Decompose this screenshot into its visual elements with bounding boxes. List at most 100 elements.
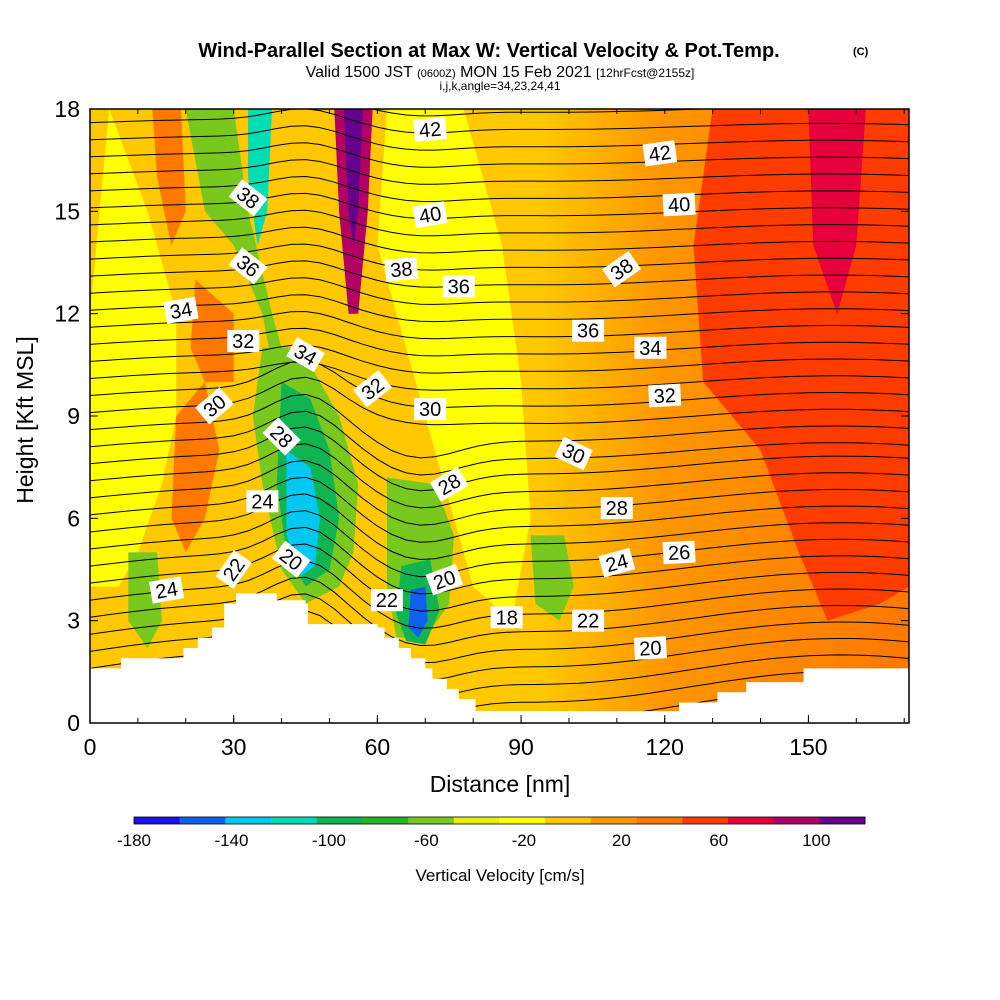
isentrope-line <box>90 393 909 459</box>
contour-label-box <box>228 247 268 285</box>
contour-label-box <box>262 417 301 456</box>
downdraft-east-small <box>530 535 574 621</box>
chart-title: Wind-Parallel Section at Max W: Vertical… <box>198 40 779 62</box>
contour-label: 28 <box>600 497 633 520</box>
y-tick-label: 15 <box>54 198 80 224</box>
isentrope-line <box>90 192 909 220</box>
contour-label-box <box>429 466 469 502</box>
contour-label-text: 32 <box>653 385 676 408</box>
contour-label: 28 <box>262 417 301 456</box>
contour-label-text: 42 <box>418 119 442 143</box>
isentrope-line <box>370 109 719 117</box>
contour-label-box <box>228 179 268 217</box>
contour-label-box <box>227 330 260 352</box>
isentrope-line <box>90 359 909 409</box>
colorbar-swatch <box>727 817 775 824</box>
isentrope-line <box>90 243 909 271</box>
contour-label: 22 <box>572 609 605 633</box>
contour-label-text: 22 <box>376 590 398 612</box>
colorbar-tick-label: -100 <box>312 831 346 850</box>
colorbar-swatch <box>134 817 181 824</box>
contour-label-text: 18 <box>496 607 518 629</box>
contour-label-text: 34 <box>168 299 194 325</box>
contour-label-text: 38 <box>389 258 413 282</box>
contour-label: 42 <box>642 140 678 167</box>
contour-label: 36 <box>572 319 605 343</box>
chart-subtitle: Valid 1500 JST (0600Z) MON 15 Feb 2021 [… <box>306 64 695 81</box>
x-tick-label: 90 <box>508 734 534 760</box>
isentrope-line <box>90 344 909 374</box>
contour-label-box <box>413 117 447 142</box>
contour-label-text: 28 <box>606 498 628 520</box>
downdraft-upper-band <box>185 109 292 416</box>
updraft-plume-west <box>90 109 177 587</box>
contour-label: 42 <box>413 117 447 143</box>
x-tick-label: 150 <box>789 734 827 760</box>
contour-label-box <box>572 319 605 342</box>
colorbar-swatch <box>819 817 866 824</box>
chart-subtitle-indices: i,j,k,angle=34,23,24,41 <box>439 79 560 93</box>
colorbar-label: Vertical Velocity [cm/s] <box>415 866 584 885</box>
contour-label-box <box>634 336 667 359</box>
isentrope-line <box>90 510 909 578</box>
colorbar-swatch <box>271 817 318 824</box>
colorbar-swatch <box>545 817 592 824</box>
contour-label-box <box>662 192 696 217</box>
contour-label-box <box>490 606 523 629</box>
isentrope-line <box>90 109 909 134</box>
contour-label-text: 40 <box>667 194 690 217</box>
colorbar-swatch <box>362 817 409 824</box>
colorbar-swatch <box>773 817 820 824</box>
contour-label-text: 22 <box>577 611 599 633</box>
contour-label-box <box>215 550 252 589</box>
contour-label-box <box>163 296 199 324</box>
colorbar: -180 -140 -100 -60 -20 20 60 100 <box>117 816 866 850</box>
contour-label-box <box>384 256 419 282</box>
colorbar-tick-label: -180 <box>117 831 151 850</box>
subtitle-utc: (0600Z) <box>417 68 456 80</box>
isentrope-line <box>90 142 909 168</box>
contour-label-text: 36 <box>577 321 599 343</box>
subtitle-valid: Valid 1500 JST <box>306 64 417 81</box>
contour-label-box <box>554 436 593 471</box>
contour-label-text: 24 <box>251 491 273 513</box>
x-tick-label: 120 <box>646 734 684 760</box>
contour-label-text: 26 <box>667 542 690 565</box>
y-tick-label: 6 <box>67 505 80 531</box>
contour-label-box <box>414 398 447 421</box>
isentrope-line <box>90 426 909 492</box>
contour-label-box <box>353 370 392 408</box>
updraft-east-core <box>808 109 866 314</box>
contour-label-text: 20 <box>639 637 662 660</box>
isentrope-line <box>90 410 909 476</box>
x-axis-label: Distance [nm] <box>430 771 571 797</box>
contour-label-box <box>412 201 448 229</box>
contour-label: 30 <box>414 398 447 421</box>
contour-label-box <box>648 383 682 408</box>
y-tick-label: 18 <box>54 96 80 122</box>
isentrope-line <box>90 327 909 357</box>
colorbar-tick-label: 60 <box>709 831 728 850</box>
contour-label-box <box>572 609 605 632</box>
isentrope-line <box>90 159 909 185</box>
contour-label-box <box>425 563 464 596</box>
updraft-column-core <box>343 109 363 246</box>
contour-label-text: 36 <box>448 276 470 298</box>
contour-label-text: 30 <box>419 399 441 421</box>
contour-label-box <box>246 490 279 513</box>
isentrope-line <box>90 294 909 323</box>
colorbar-tick-label: -20 <box>512 831 537 850</box>
isentrope-line <box>90 361 909 391</box>
isentrope-line <box>90 310 909 340</box>
colorbar-swatch <box>453 817 500 824</box>
contour-label-box <box>602 251 642 288</box>
colorbar-swatch <box>408 817 455 824</box>
subtitle-date: MON 15 Feb 2021 <box>456 64 597 81</box>
warm-column-west <box>152 109 186 246</box>
colorbar-swatch <box>316 817 363 824</box>
colorbar-swatch <box>179 817 226 824</box>
contour-label-box <box>370 589 403 612</box>
contour-label-text: 32 <box>232 331 254 353</box>
isentrope-line <box>90 526 909 595</box>
